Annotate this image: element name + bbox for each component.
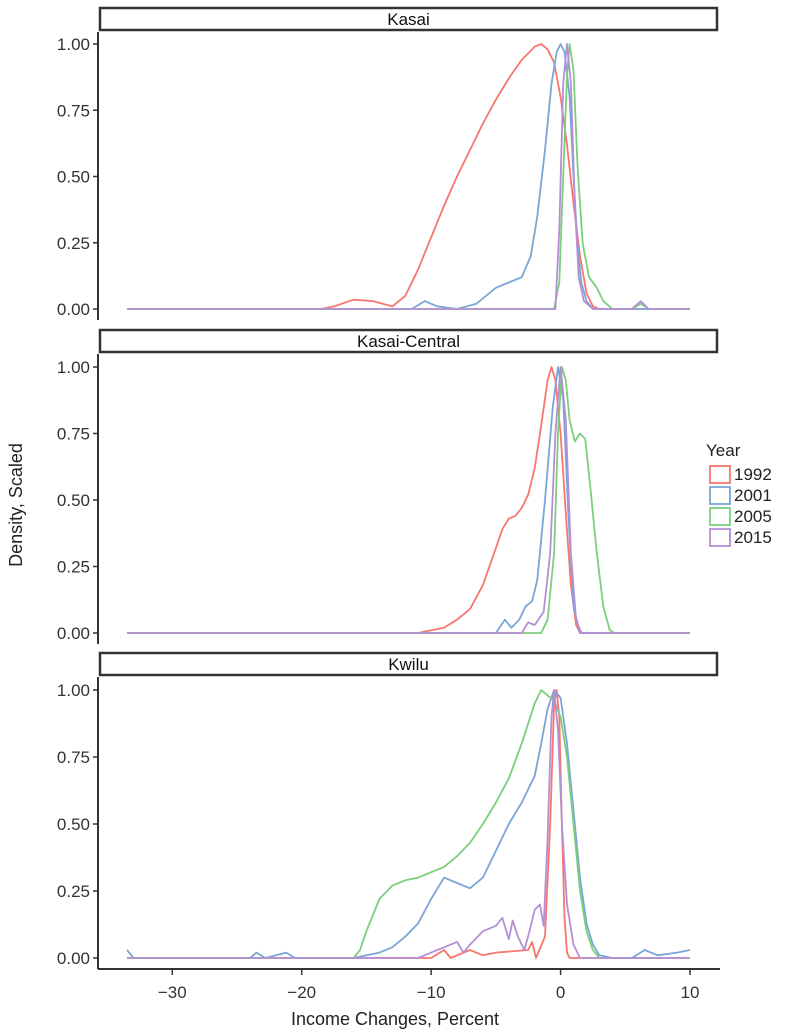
- y-tick-label: 0.50: [57, 491, 90, 510]
- y-tick-label: 0.25: [57, 558, 90, 577]
- y-tick-label: 0.00: [57, 624, 90, 643]
- panel-kasai-central: Kasai-Central 0.00 0.25 0.50 0.75 1.00: [57, 328, 719, 644]
- y-tick-label: 0.50: [57, 815, 90, 834]
- x-axis-title: Income Changes, Percent: [291, 1009, 499, 1029]
- density-line-2001: [127, 366, 690, 634]
- x-axis: −30 −20 −10 0 10: [98, 968, 720, 1002]
- facet-strip-label: Kasai: [387, 10, 430, 29]
- density-line-2001: [127, 43, 690, 310]
- panel-kasai: Kasai 0.00 0.25 0.50 0.75 1.00: [57, 6, 719, 320]
- y-tick-label: 0.75: [57, 748, 90, 767]
- density-line-2015: [127, 43, 690, 310]
- legend-key-2001: [709, 486, 731, 505]
- density-line-2005: [127, 689, 690, 959]
- x-tick-label: −20: [287, 983, 316, 1002]
- y-tick-label: 0.00: [57, 300, 90, 319]
- y-tick-label: 0.25: [57, 882, 90, 901]
- x-tick-label: 0: [556, 983, 565, 1002]
- legend-label-1992: 1992: [734, 465, 772, 484]
- legend-key-2015: [709, 528, 731, 547]
- facet-strip: [98, 6, 719, 32]
- density-line-2005: [127, 43, 690, 310]
- density-line-1992: [127, 366, 690, 634]
- legend-label-2005: 2005: [734, 507, 772, 526]
- density-line-2001: [126, 689, 691, 959]
- y-tick-label: 0.75: [57, 101, 90, 120]
- y-tick-label: 0.75: [57, 425, 90, 444]
- legend: Year 1992 2001 2005 2015: [706, 441, 772, 547]
- density-line-1992: [127, 689, 690, 959]
- x-tick-label: 10: [681, 983, 700, 1002]
- density-line-2005: [127, 366, 690, 634]
- density-line-2015: [127, 689, 690, 959]
- legend-label-2015: 2015: [734, 528, 772, 547]
- legend-key-1992: [709, 465, 731, 484]
- legend-key-2005: [709, 507, 731, 526]
- y-tick-label: 1.00: [57, 358, 90, 377]
- panel-kwilu: Kwilu 0.00 0.25 0.50 0.75 1.00: [57, 651, 719, 969]
- facet-strip-label: Kasai-Central: [357, 332, 460, 351]
- facet-strip: [98, 328, 719, 354]
- y-tick-label: 1.00: [57, 681, 90, 700]
- y-axis-title: Density, Scaled: [6, 443, 26, 567]
- x-tick-label: −30: [158, 983, 187, 1002]
- legend-title: Year: [706, 441, 741, 460]
- legend-items: 1992 2001 2005 2015: [709, 465, 772, 547]
- facet-strip: [98, 651, 719, 677]
- facet-strip-label: Kwilu: [388, 655, 429, 674]
- y-tick-label: 0.00: [57, 949, 90, 968]
- y-tick-label: 1.00: [57, 35, 90, 54]
- density-line-1992: [127, 43, 690, 310]
- legend-label-2001: 2001: [734, 486, 772, 505]
- x-tick-label: −10: [417, 983, 446, 1002]
- y-tick-label: 0.50: [57, 168, 90, 187]
- y-tick-label: 0.25: [57, 234, 90, 253]
- density-line-2015: [127, 366, 690, 634]
- chart-panels: Kasai 0.00 0.25 0.50 0.75 1.00 Kasai-Central 0.…: [57, 6, 719, 969]
